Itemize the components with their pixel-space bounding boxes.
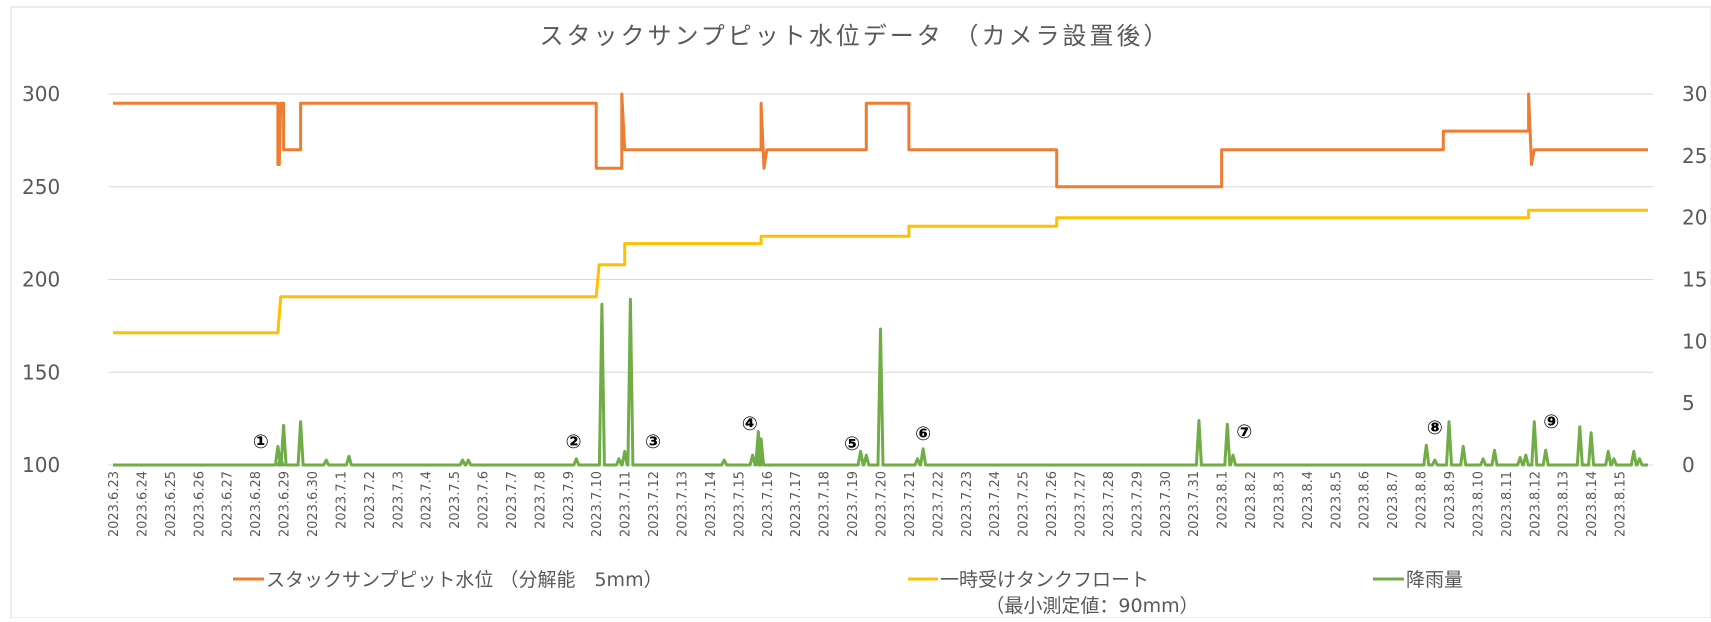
annotation-marker: ⑦	[1236, 421, 1252, 443]
x-tick-label: 2023.7.14	[704, 471, 719, 537]
y-left-tick-label: 150	[22, 360, 60, 384]
x-tick-label: 2023.7.30	[1159, 471, 1174, 537]
x-tick-label: 2023.7.17	[789, 471, 804, 537]
annotation-marker: ②	[565, 431, 581, 453]
x-tick-label: 2023.7.8	[533, 471, 548, 529]
x-tick-label: 2023.6.30	[306, 471, 321, 537]
x-tick-label: 2023.7.22	[931, 471, 946, 537]
x-tick-label: 2023.8.10	[1471, 471, 1486, 537]
x-tick-label: 2023.8.15	[1614, 471, 1629, 537]
x-tick-label: 2023.7.15	[732, 471, 747, 537]
x-tick-label: 2023.7.1	[334, 471, 349, 529]
annotation-marker: ⑧	[1427, 417, 1443, 439]
x-tick-label: 2023.7.21	[903, 471, 918, 537]
x-tick-label: 2023.6.23	[107, 471, 122, 537]
y-right-tick-label: 25	[1682, 144, 1707, 168]
x-tick-label: 2023.7.5	[448, 471, 463, 529]
x-tick-label: 2023.8.14	[1585, 471, 1600, 537]
annotation-marker: ⑤	[844, 433, 860, 455]
y-right-tick-label: 5	[1682, 391, 1695, 415]
x-tick-label: 2023.6.26	[192, 471, 207, 537]
x-tick-label: 2023.8.3	[1272, 471, 1287, 529]
x-tick-label: 2023.7.19	[846, 471, 861, 537]
x-tick-label: 2023.7.26	[1045, 471, 1060, 537]
x-tick-label: 2023.7.20	[875, 471, 890, 537]
y-right-tick-label: 10	[1682, 329, 1707, 353]
x-tick-label: 2023.7.16	[761, 471, 776, 537]
chart-title: スタックサンプピット水位データ （カメラ設置後）	[540, 22, 1171, 50]
x-tick-label: 2023.7.4	[420, 471, 435, 529]
x-tick-label: 2023.7.6	[477, 471, 492, 529]
x-tick-label: 2023.7.25	[1017, 471, 1032, 537]
x-tick-label: 2023.8.4	[1301, 471, 1316, 529]
y-left-tick-label: 300	[22, 82, 60, 106]
y-right-tick-label: 30	[1682, 82, 1707, 106]
y-left-tick-label: 200	[22, 268, 60, 292]
x-tick-label: 2023.8.11	[1500, 471, 1515, 537]
x-tick-label: 2023.7.23	[960, 471, 975, 537]
y-right-tick-label: 15	[1682, 268, 1707, 292]
y-right-tick-label: 20	[1682, 206, 1707, 230]
y-right-tick-label: 0	[1682, 453, 1695, 477]
x-tick-label: 2023.7.31	[1187, 471, 1202, 537]
x-tick-label: 2023.8.13	[1557, 471, 1572, 537]
x-tick-label: 2023.7.2	[363, 471, 378, 529]
x-tick-label: 2023.7.13	[676, 471, 691, 537]
y-left-tick-label: 250	[22, 175, 60, 199]
x-tick-label: 2023.8.6	[1358, 471, 1373, 529]
annotation-marker: ⑥	[915, 423, 931, 445]
annotation-marker: ⑨	[1543, 411, 1559, 433]
legend-label-water-level: スタックサンプピット水位 （分解能 5mm）	[266, 569, 663, 591]
x-tick-label: 2023.7.3	[391, 471, 406, 529]
y-left-tick-label: 100	[22, 453, 60, 477]
x-tick-label: 2023.6.27	[221, 471, 236, 537]
legend-label-tank-float: 一時受けタンクフロート	[940, 569, 1149, 591]
x-tick-label: 2023.7.27	[1073, 471, 1088, 537]
x-tick-label: 2023.6.25	[164, 471, 179, 537]
x-tick-label: 2023.6.24	[135, 471, 150, 537]
x-tick-label: 2023.7.10	[590, 471, 605, 537]
legend-note: （最小測定値：90mm）	[985, 595, 1198, 617]
x-tick-label: 2023.7.9	[562, 471, 577, 529]
x-tick-label: 2023.8.12	[1528, 471, 1543, 537]
x-tick-label: 2023.8.5	[1329, 471, 1344, 529]
annotation-marker: ③	[645, 431, 661, 453]
x-tick-label: 2023.8.2	[1244, 471, 1259, 529]
x-tick-label: 2023.7.12	[647, 471, 662, 537]
annotation-marker: ④	[742, 413, 758, 435]
x-tick-label: 2023.7.29	[1130, 471, 1145, 537]
x-tick-label: 2023.7.11	[619, 471, 634, 537]
x-tick-label: 2023.8.7	[1386, 471, 1401, 529]
x-tick-label: 2023.8.8	[1415, 471, 1430, 529]
x-tick-label: 2023.8.1	[1216, 471, 1231, 529]
x-tick-label: 2023.6.29	[278, 471, 293, 537]
x-tick-label: 2023.7.24	[988, 471, 1003, 537]
x-tick-label: 2023.7.28	[1102, 471, 1117, 537]
x-tick-label: 2023.6.28	[249, 471, 264, 537]
x-tick-label: 2023.8.9	[1443, 471, 1458, 529]
x-tick-label: 2023.7.18	[818, 471, 833, 537]
legend-label-rainfall: 降雨量	[1406, 569, 1463, 591]
annotation-marker: ①	[253, 431, 269, 453]
x-tick-label: 2023.7.7	[505, 471, 520, 529]
